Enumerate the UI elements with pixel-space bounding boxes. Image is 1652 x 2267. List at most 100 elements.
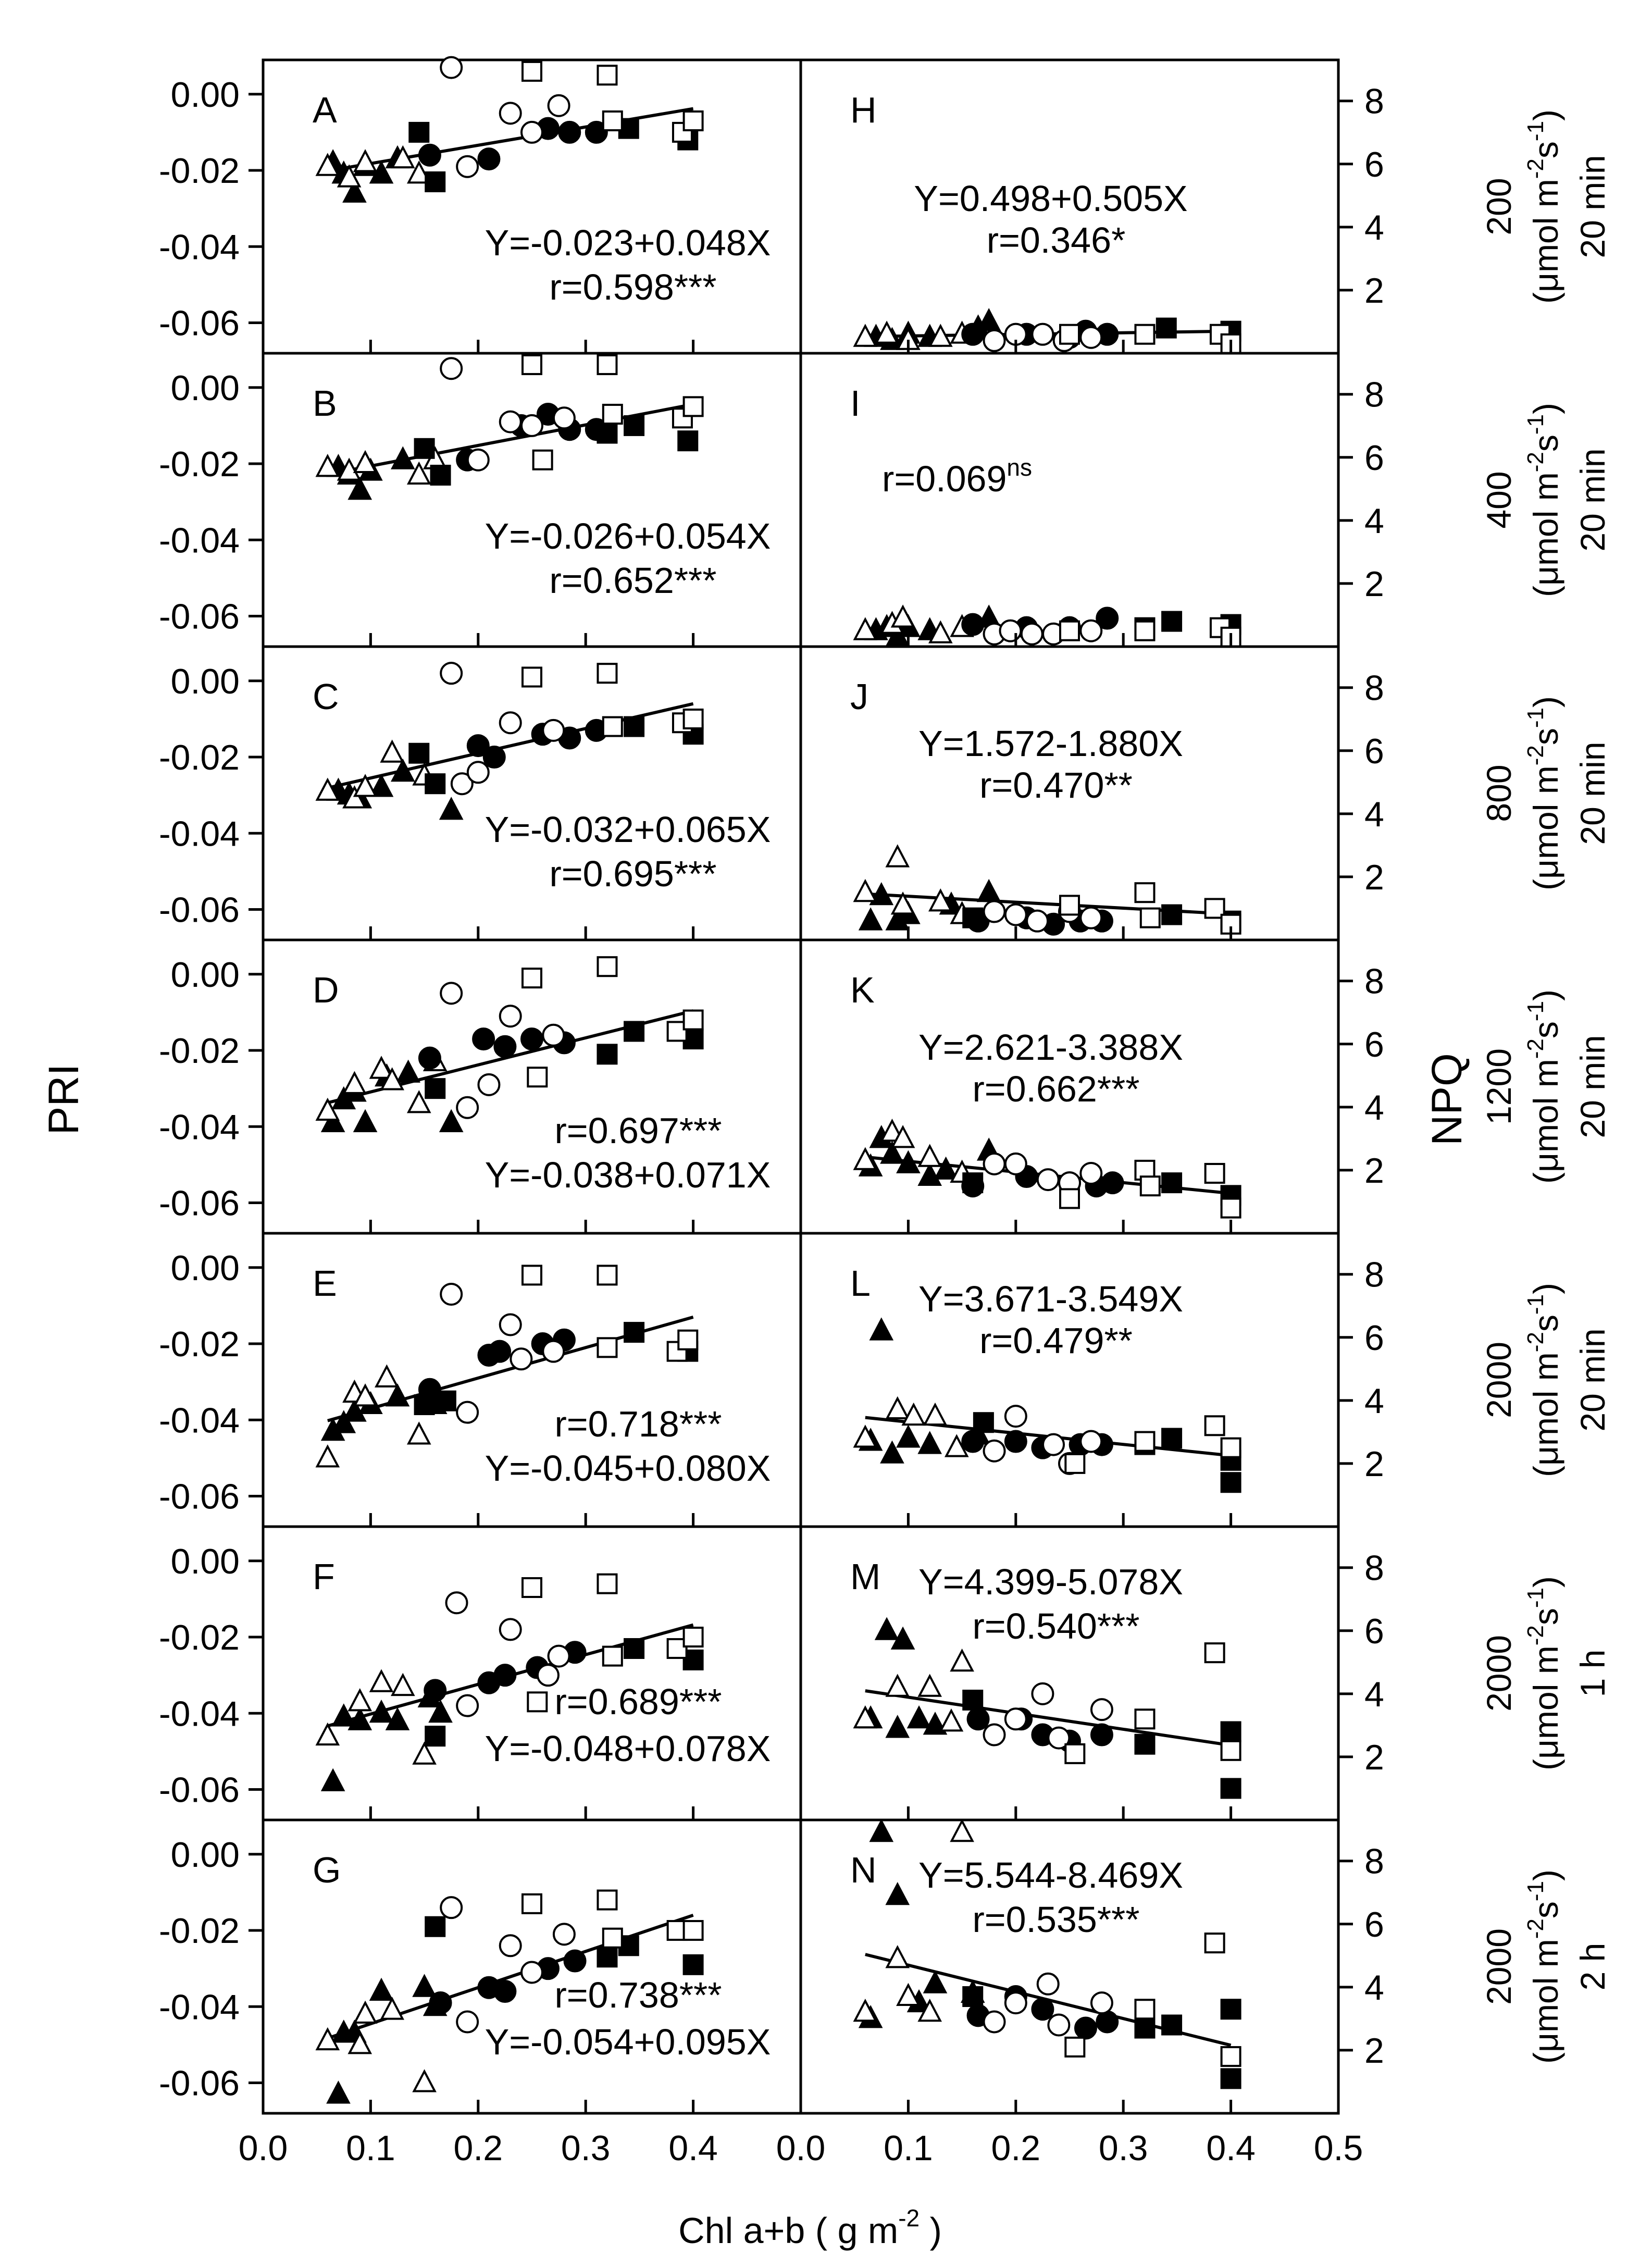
npq-y-tick-label: 6 — [1364, 1905, 1384, 1944]
significance-mark: ns — [1007, 454, 1032, 481]
row-label: 2000 (μmol m-2s-1)20 min — [1480, 1283, 1612, 1477]
data-point-square — [425, 171, 446, 192]
data-point-circle — [472, 1027, 495, 1051]
data-point-triangle — [896, 1424, 921, 1448]
pri-y-tick-label: -0.02 — [159, 1031, 240, 1071]
row-label-duration: 20 min — [1573, 448, 1612, 551]
row-label-unit-part: -1 — [1523, 1294, 1548, 1315]
row-label-unit-part: ) — [1526, 1869, 1565, 1881]
data-point-circle — [499, 1313, 522, 1336]
data-point-square — [1220, 1472, 1241, 1493]
data-point-triangle — [853, 1705, 878, 1729]
data-point-triangle — [331, 1703, 356, 1727]
pri-y-tick-label: 0.00 — [171, 1835, 240, 1875]
data-point-square — [1220, 1778, 1241, 1799]
data-point-square — [1161, 904, 1183, 925]
row-label-unit-part: s — [1526, 1608, 1565, 1625]
panel-i: Ir=0.069ns — [799, 352, 1340, 648]
correlation-value: r=0.535 — [972, 1899, 1097, 1940]
pri-y-tick-label: -0.04 — [159, 227, 240, 267]
equation-label: Y=-0.054+0.095X — [485, 2022, 771, 2062]
data-point-circle — [440, 662, 463, 685]
data-point-square — [624, 415, 645, 436]
data-point-triangle — [315, 454, 340, 477]
row-label-duration: 2 h — [1573, 1943, 1612, 1991]
data-point-square — [677, 1329, 699, 1351]
data-point-square — [521, 354, 542, 375]
data-point-square — [1134, 882, 1156, 903]
row-label-unit: (μmol m-2s-1) — [1523, 403, 1565, 597]
data-point-square — [597, 423, 618, 444]
pri-y-tick-label: -0.02 — [159, 444, 240, 484]
equation-label: Y=2.621-3.388X — [918, 1027, 1183, 1068]
data-point-triangle — [353, 149, 378, 172]
pri-y-tick-label: -0.04 — [159, 1401, 240, 1440]
pri-y-tick-label: -0.04 — [159, 1694, 240, 1733]
data-point-triangle — [869, 1317, 894, 1341]
npq-y-tick-label: 4 — [1364, 501, 1384, 541]
data-point-triangle — [315, 777, 340, 801]
data-point-square — [1204, 1932, 1225, 1954]
data-point-circle — [440, 56, 463, 79]
data-point-circle — [418, 1046, 441, 1070]
equation-label: Y=3.671-3.549X — [918, 1279, 1183, 1319]
data-point-circle — [983, 1152, 1006, 1175]
data-point-circle — [1047, 2013, 1071, 2037]
npq-y-tick-label: 8 — [1364, 375, 1384, 415]
data-point-circle — [493, 1664, 517, 1687]
npq-y-tick-label: 2 — [1364, 858, 1384, 897]
row-label-unit-part: (μmol m — [1526, 472, 1565, 597]
data-point-circle — [983, 900, 1006, 923]
data-point-triangle — [380, 1997, 404, 2020]
correlation-value: r=0.470 — [979, 765, 1104, 806]
equation-label: Y=-0.048+0.078X — [485, 1728, 771, 1769]
data-point-square — [597, 1044, 618, 1065]
data-point-triangle — [923, 1970, 948, 1993]
row-label: 1200 (μmol m-2s-1)20 min — [1480, 989, 1612, 1184]
npq-y-tick-label: 4 — [1364, 208, 1384, 247]
pri-y-tick-label: -0.02 — [159, 1911, 240, 1951]
data-point-triangle — [320, 1768, 345, 1791]
data-point-circle — [424, 1679, 447, 1702]
data-point-circle — [488, 1340, 512, 1363]
regression-line — [865, 1689, 1232, 1747]
panel-frame — [799, 352, 1340, 648]
npq-y-tick-label: 2 — [1364, 1738, 1384, 1777]
data-point-square — [425, 1726, 446, 1747]
data-point-triangle — [342, 1398, 367, 1422]
data-point-triangle — [880, 1440, 904, 1464]
panel-f: F Y=-0.048+0.078X r=0.689*** — [262, 1525, 802, 1822]
row-label-unit-part: (μmol m — [1526, 1352, 1565, 1477]
data-point-triangle — [347, 1707, 372, 1730]
data-point-circle — [482, 746, 506, 769]
data-point-triangle — [380, 739, 404, 763]
data-point-square — [521, 1577, 542, 1598]
data-point-triangle — [369, 160, 394, 184]
data-point-triangle — [353, 450, 378, 474]
correlation-value: r=0.718 — [554, 1404, 679, 1444]
data-point-square — [597, 663, 618, 684]
data-point-triangle — [406, 1090, 431, 1113]
data-point-square — [1134, 1733, 1156, 1755]
data-point-triangle — [342, 785, 367, 809]
significance-mark: *** — [679, 1975, 722, 2015]
data-point-triangle — [391, 1673, 415, 1696]
row-label-unit-part: (μmol m — [1526, 1059, 1565, 1184]
data-point-square — [1220, 1721, 1241, 1742]
pri-y-tick-label: -0.02 — [159, 1324, 240, 1364]
data-point-circle — [983, 1723, 1006, 1746]
data-point-triangle — [412, 1741, 437, 1765]
data-point-circle — [1090, 1723, 1113, 1746]
npq-y-tick-label: 6 — [1364, 145, 1384, 184]
data-point-circle — [1026, 909, 1049, 933]
pri-y-tick-label: -0.04 — [159, 521, 240, 560]
x-tick-label: 0.3 — [561, 2128, 611, 2168]
npq-y-tick-label: 6 — [1364, 1318, 1384, 1358]
correlation-label: r=0.738*** — [554, 1975, 722, 2015]
